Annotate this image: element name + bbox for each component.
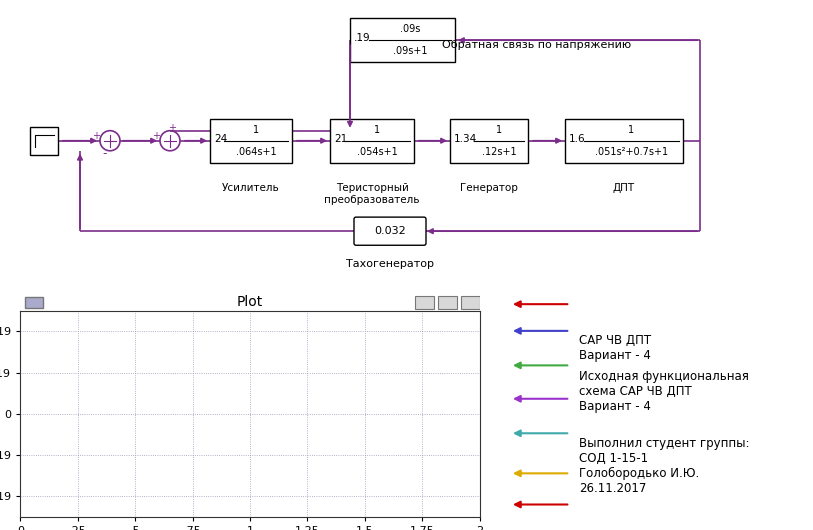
Text: 0.032: 0.032	[374, 226, 406, 236]
Text: .12s+1: .12s+1	[481, 147, 516, 157]
Text: Теристорный
преобразователь: Теристорный преобразователь	[324, 183, 420, 205]
Text: .09s+1: .09s+1	[393, 46, 428, 56]
Text: Усилитель: Усилитель	[222, 183, 280, 193]
Text: Plot: Plot	[237, 296, 263, 310]
Bar	[30, 127, 58, 155]
Text: Генератор: Генератор	[460, 183, 518, 193]
Text: +: +	[152, 131, 160, 140]
Text: 1: 1	[374, 125, 380, 135]
Bar	[450, 119, 528, 163]
Bar	[350, 18, 455, 63]
Text: 1: 1	[496, 125, 502, 135]
Text: .051s²+0.7s+1: .051s²+0.7s+1	[595, 147, 668, 157]
Text: .19: .19	[354, 33, 371, 43]
Text: +: +	[168, 122, 176, 132]
Text: Исходная функциональная
схема САР ЧВ ДПТ
Вариант - 4: Исходная функциональная схема САР ЧВ ДПТ…	[579, 370, 749, 413]
Text: -: -	[102, 147, 107, 160]
Bar	[438, 296, 457, 309]
Text: 1: 1	[253, 125, 259, 135]
Text: 1: 1	[628, 125, 635, 135]
Text: .09s: .09s	[400, 24, 420, 34]
Text: САР ЧВ ДПТ
Вариант - 4: САР ЧВ ДПТ Вариант - 4	[579, 334, 651, 362]
Text: 1.34: 1.34	[454, 134, 477, 144]
Bar	[210, 119, 292, 163]
Text: Обратная связь по напряжению: Обратная связь по напряжению	[442, 40, 631, 50]
Bar	[461, 296, 480, 309]
Text: +: +	[92, 131, 100, 140]
Bar	[25, 297, 43, 308]
Text: ДПТ: ДПТ	[613, 183, 635, 193]
Text: .054s+1: .054s+1	[357, 147, 398, 157]
Text: 21: 21	[334, 134, 347, 144]
FancyBboxPatch shape	[354, 217, 426, 245]
Text: 24: 24	[214, 134, 228, 144]
Text: Выполнил студент группы:
СОД 1-15-1
Голобородько И.Ю.
26.11.2017: Выполнил студент группы: СОД 1-15-1 Голо…	[579, 437, 750, 494]
Text: .064s+1: .064s+1	[236, 147, 276, 157]
Text: 1.6: 1.6	[569, 134, 585, 144]
Bar	[330, 119, 414, 163]
Bar	[565, 119, 683, 163]
Text: Тахогенератор: Тахогенератор	[346, 259, 434, 269]
Bar	[415, 296, 434, 309]
